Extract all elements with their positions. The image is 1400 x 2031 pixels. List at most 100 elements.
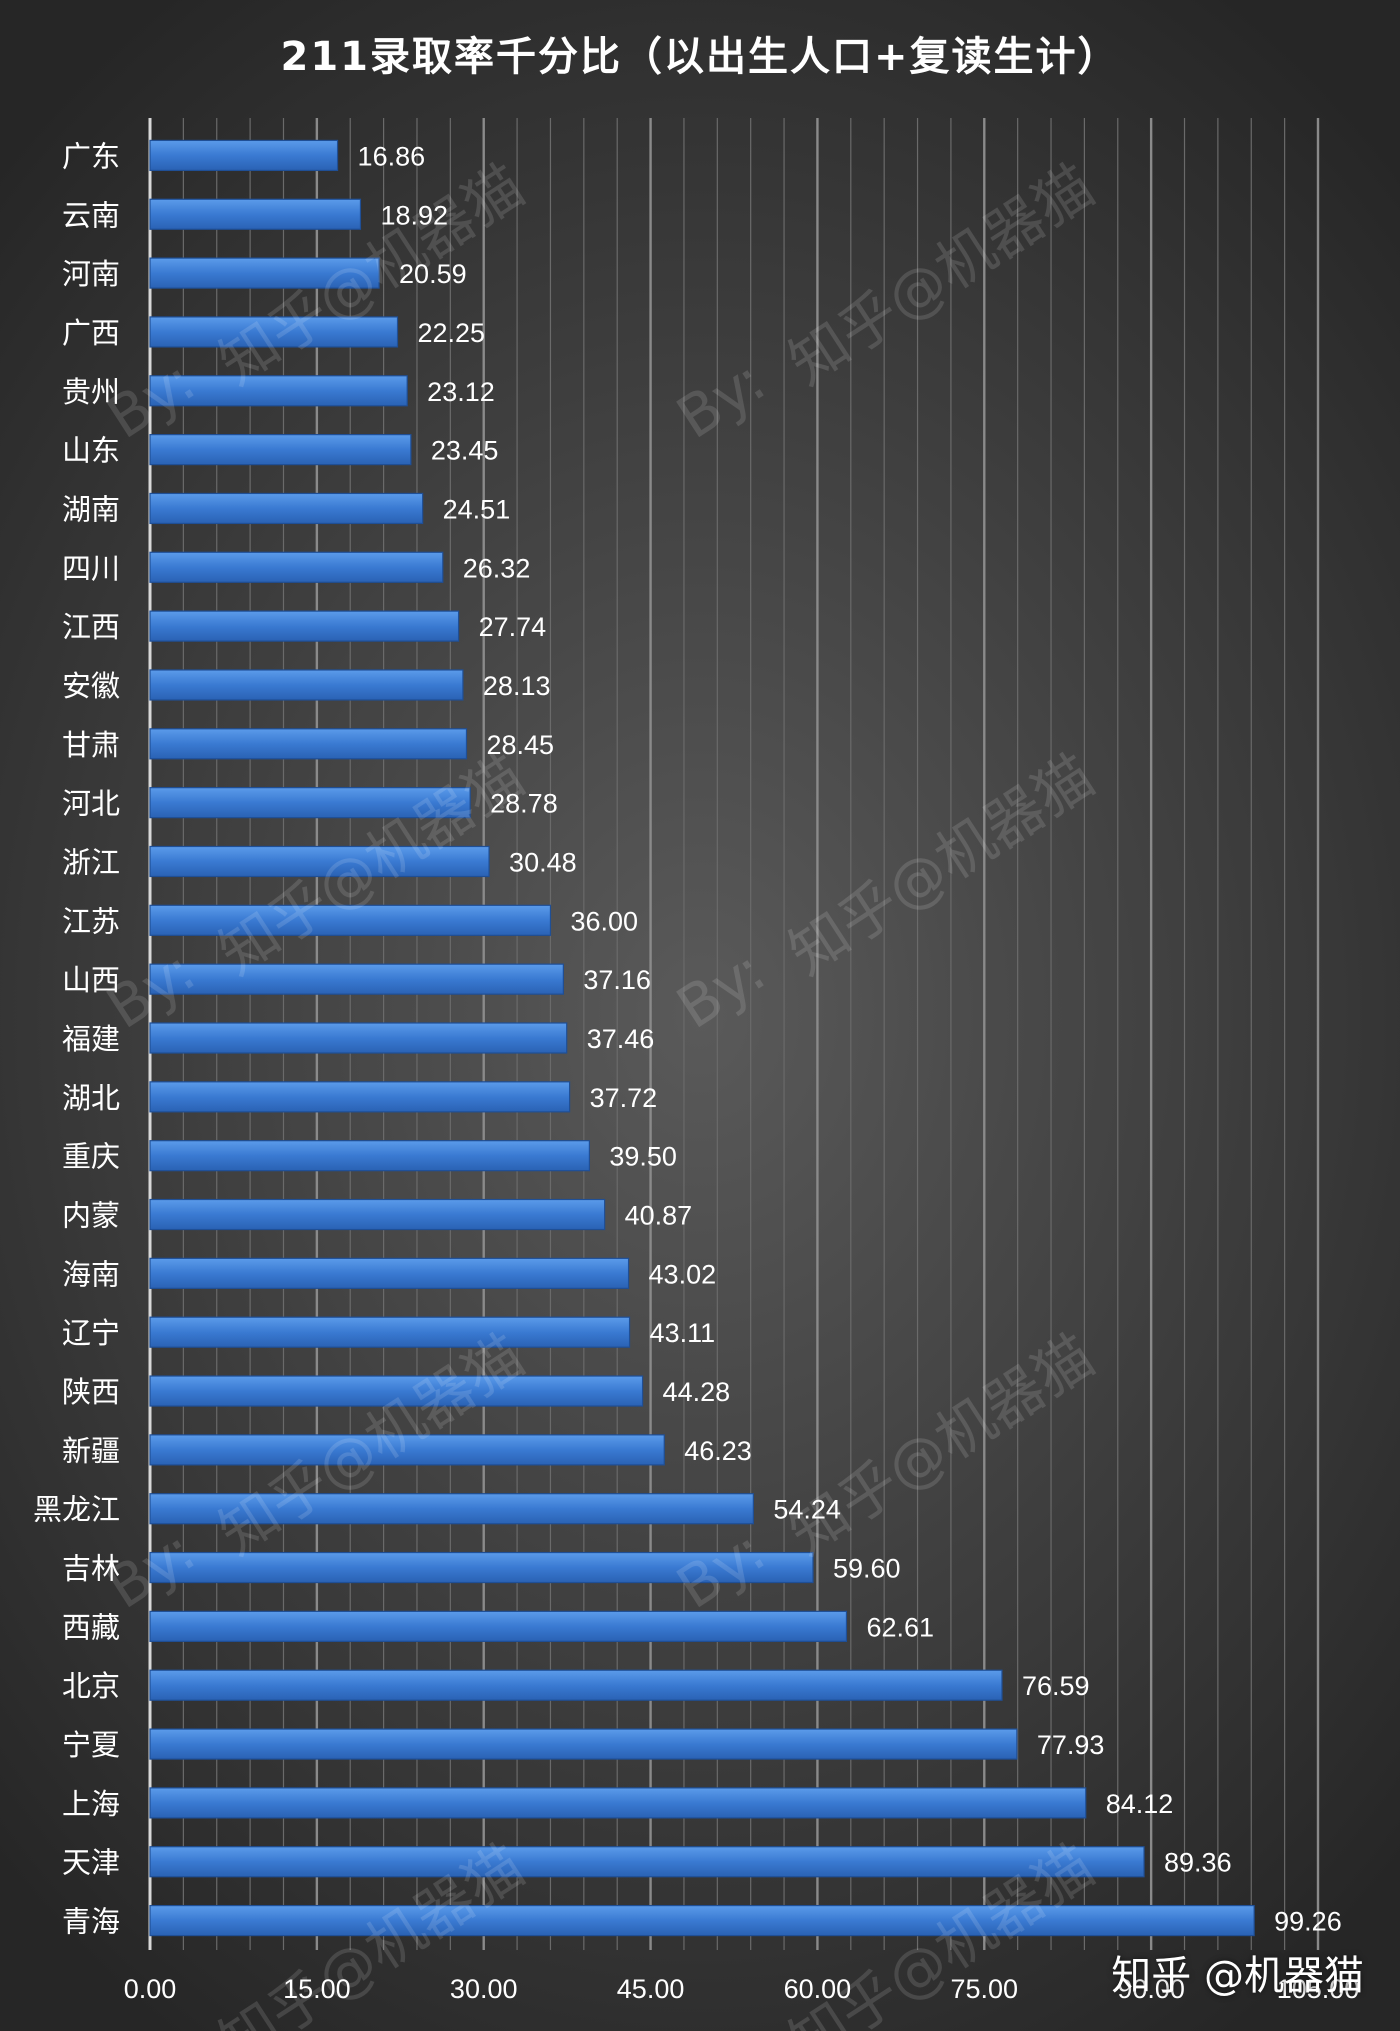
bar-19 bbox=[149, 1257, 630, 1289]
bar-11 bbox=[149, 787, 471, 819]
bar-28 bbox=[149, 1787, 1087, 1819]
data-label-10: 28.45 bbox=[486, 730, 554, 760]
category-label-28: 上海 bbox=[62, 1787, 120, 1821]
data-label-1: 18.92 bbox=[380, 200, 448, 230]
category-label-12: 浙江 bbox=[62, 845, 120, 879]
bar-29 bbox=[149, 1846, 1145, 1878]
category-label-22: 新疆 bbox=[62, 1434, 120, 1468]
data-label-4: 23.12 bbox=[427, 377, 495, 407]
data-label-0: 16.86 bbox=[358, 141, 426, 171]
x-tick-label-7: 105.00 bbox=[1277, 1974, 1360, 2004]
bars bbox=[149, 139, 1255, 1937]
bar-6 bbox=[149, 492, 424, 525]
bar-16 bbox=[149, 1081, 571, 1113]
data-label-24: 59.60 bbox=[833, 1554, 901, 1584]
bar-7 bbox=[149, 551, 444, 583]
data-label-9: 28.13 bbox=[483, 671, 551, 701]
data-label-13: 36.00 bbox=[570, 906, 638, 936]
bar-21 bbox=[149, 1375, 644, 1407]
bar-12 bbox=[149, 845, 490, 878]
x-tick-labels: 0.00 15.00 30.00 45.00 60.00 75.00 90.00 105.00 bbox=[124, 1974, 1360, 2004]
category-label-2: 河南 bbox=[62, 257, 120, 291]
data-label-11: 28.78 bbox=[490, 789, 558, 819]
bar-10 bbox=[149, 728, 468, 760]
bar-9 bbox=[149, 669, 464, 701]
bar-14 bbox=[149, 963, 564, 995]
x-tick-label-3: 45.00 bbox=[617, 1974, 685, 2004]
category-label-27: 宁夏 bbox=[62, 1728, 120, 1762]
category-label-30: 青海 bbox=[62, 1905, 120, 1939]
grid-lines bbox=[148, 118, 1320, 1950]
category-label-14: 山西 bbox=[62, 963, 120, 997]
data-label-17: 39.50 bbox=[609, 1142, 677, 1172]
data-label-22: 46.23 bbox=[684, 1436, 752, 1466]
bar-2 bbox=[149, 257, 380, 289]
data-label-18: 40.87 bbox=[625, 1201, 693, 1231]
category-label-19: 海南 bbox=[62, 1257, 120, 1291]
data-label-15: 37.46 bbox=[587, 1024, 655, 1054]
data-label-25: 62.61 bbox=[866, 1612, 934, 1642]
data-label-6: 24.51 bbox=[443, 494, 511, 524]
data-label-21: 44.28 bbox=[663, 1377, 731, 1407]
data-label-8: 27.74 bbox=[479, 612, 547, 642]
category-label-7: 四川 bbox=[62, 551, 120, 585]
category-labels: 广东云南河南广西贵州山东湖南四川江西安徽甘肃河北浙江江苏山西福建湖北重庆内蒙海南… bbox=[33, 139, 120, 1938]
category-label-17: 重庆 bbox=[62, 1140, 120, 1174]
site-watermark: 知乎 @机器猫 bbox=[1111, 1953, 1364, 1999]
category-label-9: 安徽 bbox=[62, 669, 120, 703]
data-label-3: 22.25 bbox=[418, 318, 486, 348]
bar-5 bbox=[149, 434, 412, 466]
bar-18 bbox=[149, 1198, 606, 1231]
x-tick-label-0: 0.00 bbox=[124, 1974, 177, 2004]
bar-8 bbox=[149, 610, 460, 642]
data-label-20: 43.11 bbox=[650, 1318, 716, 1348]
category-label-0: 广东 bbox=[62, 139, 120, 173]
bar-4 bbox=[149, 375, 408, 407]
data-label-19: 43.02 bbox=[649, 1259, 717, 1289]
bar-25 bbox=[149, 1610, 848, 1642]
bar-27 bbox=[149, 1728, 1018, 1760]
data-label-7: 26.32 bbox=[463, 553, 531, 583]
data-label-16: 37.72 bbox=[590, 1083, 658, 1113]
data-label-23: 54.24 bbox=[773, 1495, 841, 1525]
category-label-23: 黑龙江 bbox=[33, 1493, 120, 1527]
data-label-5: 23.45 bbox=[431, 436, 499, 466]
bar-13 bbox=[149, 904, 552, 936]
category-label-11: 河北 bbox=[62, 787, 120, 821]
category-label-15: 福建 bbox=[62, 1022, 120, 1056]
category-label-16: 湖北 bbox=[62, 1081, 120, 1115]
category-label-8: 江西 bbox=[62, 610, 120, 644]
category-label-20: 辽宁 bbox=[62, 1316, 120, 1350]
data-label-27: 77.93 bbox=[1037, 1730, 1105, 1760]
bar-20 bbox=[149, 1316, 631, 1348]
bar-0 bbox=[149, 139, 339, 172]
data-label-14: 37.16 bbox=[583, 965, 651, 995]
data-label-2: 20.59 bbox=[399, 259, 467, 289]
category-label-29: 天津 bbox=[62, 1846, 120, 1880]
data-label-12: 30.48 bbox=[509, 847, 577, 877]
bar-3 bbox=[149, 316, 399, 348]
bar-30 bbox=[149, 1904, 1255, 1937]
data-label-28: 84.12 bbox=[1106, 1789, 1174, 1819]
bar-23 bbox=[149, 1493, 754, 1525]
data-labels: 16.86 18.92 20.59 22.25 23.12 23.45 24.51 26.32… bbox=[358, 141, 1342, 1936]
data-label-30: 99.26 bbox=[1274, 1907, 1342, 1937]
category-label-26: 北京 bbox=[62, 1669, 120, 1703]
bar-26 bbox=[149, 1669, 1003, 1701]
x-tick-label-2: 30.00 bbox=[450, 1974, 518, 2004]
x-tick-label-6: 90.00 bbox=[1117, 1974, 1185, 2004]
x-tick-label-5: 75.00 bbox=[950, 1974, 1018, 2004]
category-label-24: 吉林 bbox=[62, 1552, 120, 1586]
category-label-4: 贵州 bbox=[62, 375, 120, 409]
bar-22 bbox=[149, 1434, 665, 1466]
bar-17 bbox=[149, 1140, 590, 1172]
bar-15 bbox=[149, 1022, 568, 1054]
data-label-26: 76.59 bbox=[1022, 1671, 1090, 1701]
chart-title: 211录取率千分比（以出生人口+复读生计） bbox=[280, 34, 1120, 80]
x-tick-label-1: 15.00 bbox=[283, 1974, 351, 2004]
category-label-3: 广西 bbox=[62, 316, 120, 350]
category-label-13: 江苏 bbox=[62, 904, 120, 938]
data-label-29: 89.36 bbox=[1164, 1848, 1232, 1878]
